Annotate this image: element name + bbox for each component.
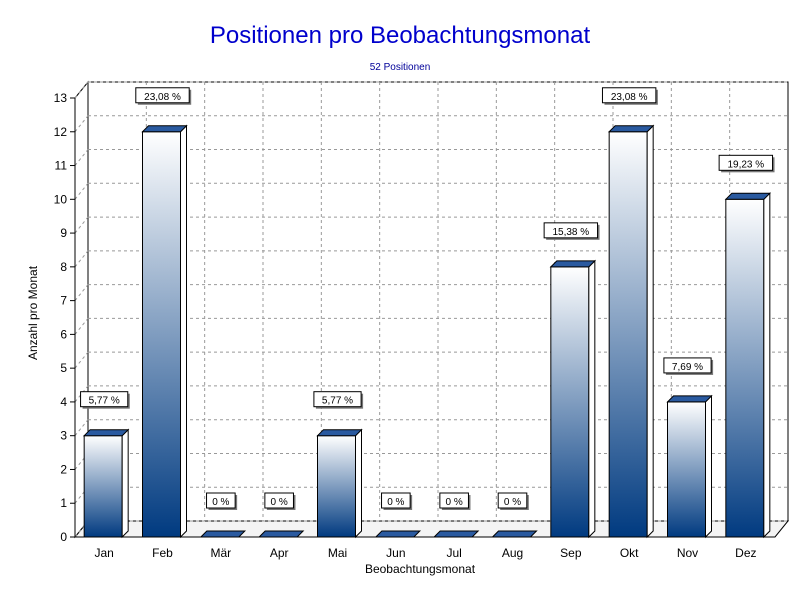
x-tick-label: Nov <box>677 546 698 560</box>
data-label-text: 0 % <box>446 497 463 508</box>
data-labels: 5,77 % 23,08 % 0 % 0 % 5,77 % 0 % 0 % 0 % 15,38 … <box>80 87 775 510</box>
y-tick-label: 5 <box>60 361 67 375</box>
x-tick-label: Okt <box>620 546 639 560</box>
data-label-text: 7,69 % <box>672 362 703 373</box>
x-tick-label: Feb <box>152 546 173 560</box>
x-tick-label: Mai <box>328 546 347 560</box>
data-label-text: 23,08 % <box>144 92 181 103</box>
x-tick-label: Dez <box>735 546 756 560</box>
data-label-6: 0 % <box>439 492 471 510</box>
bar-0 <box>82 428 130 539</box>
bar-2 <box>199 530 247 538</box>
data-label-text: 19,23 % <box>727 159 764 170</box>
x-tick-label: Jul <box>446 546 461 560</box>
bar-8 <box>549 259 597 539</box>
data-label-7: 0 % <box>497 492 529 510</box>
x-axis-title: Beobachtungsmonat <box>365 562 476 576</box>
data-label-text: 0 % <box>387 497 404 508</box>
y-tick-label: 11 <box>55 159 68 173</box>
data-label-9: 23,08 % <box>601 87 658 105</box>
data-label-10: 7,69 % <box>663 357 714 375</box>
y-tick-label: 9 <box>60 226 67 240</box>
data-label-0: 5,77 % <box>80 391 130 409</box>
data-label-text: 0 % <box>504 497 521 508</box>
x-tick-label: Sep <box>560 546 582 560</box>
y-tick-label: 4 <box>60 395 67 409</box>
bar-11 <box>724 192 772 539</box>
chart-title: Positionen pro Beobachtungsmonat <box>209 22 591 49</box>
x-tick-label: Jan <box>94 546 113 560</box>
y-tick-label: 1 <box>60 496 67 510</box>
y-tick-label: 12 <box>54 125 68 139</box>
y-tick-label: 10 <box>54 192 68 206</box>
bar-4 <box>316 428 363 539</box>
bar-1 <box>141 124 188 539</box>
data-label-4: 5,77 % <box>313 391 364 409</box>
bar-10 <box>666 394 713 539</box>
data-label-text: 23,08 % <box>611 92 648 103</box>
y-tick-label: 7 <box>60 294 67 308</box>
bar-5 <box>374 530 422 538</box>
data-label-text: 0 % <box>212 497 229 508</box>
data-label-text: 0 % <box>271 497 288 508</box>
data-label-2: 0 % <box>206 492 238 510</box>
data-label-8: 15,38 % <box>543 222 600 240</box>
data-label-text: 5,77 % <box>322 396 353 407</box>
x-tick-label: Mär <box>210 546 231 560</box>
bar-3 <box>257 530 305 538</box>
y-tick-label: 2 <box>60 462 67 476</box>
chart-subtitle: 52 Positionen <box>369 62 431 73</box>
data-label-text: 15,38 % <box>552 227 589 238</box>
data-label-5: 0 % <box>381 492 413 510</box>
data-label-3: 0 % <box>264 492 296 510</box>
bar-6 <box>432 530 480 538</box>
y-tick-label: 3 <box>60 429 67 443</box>
bar-9 <box>607 124 655 539</box>
bar-7 <box>491 530 538 538</box>
y-tick-label: 6 <box>60 327 67 341</box>
data-label-11: 19,23 % <box>718 154 775 173</box>
y-axis-title: Anzahl pro Monat <box>26 265 40 360</box>
bars <box>82 124 772 539</box>
x-tick-label: Apr <box>270 546 289 560</box>
y-tick-label: 13 <box>54 91 68 105</box>
y-tick-label: 8 <box>60 260 67 274</box>
x-tick-label: Aug <box>502 546 523 560</box>
data-label-text: 5,77 % <box>89 396 120 407</box>
x-tick-label: Jun <box>386 546 405 560</box>
data-label-1: 23,08 % <box>135 87 192 105</box>
y-tick-label: 0 <box>60 530 67 544</box>
